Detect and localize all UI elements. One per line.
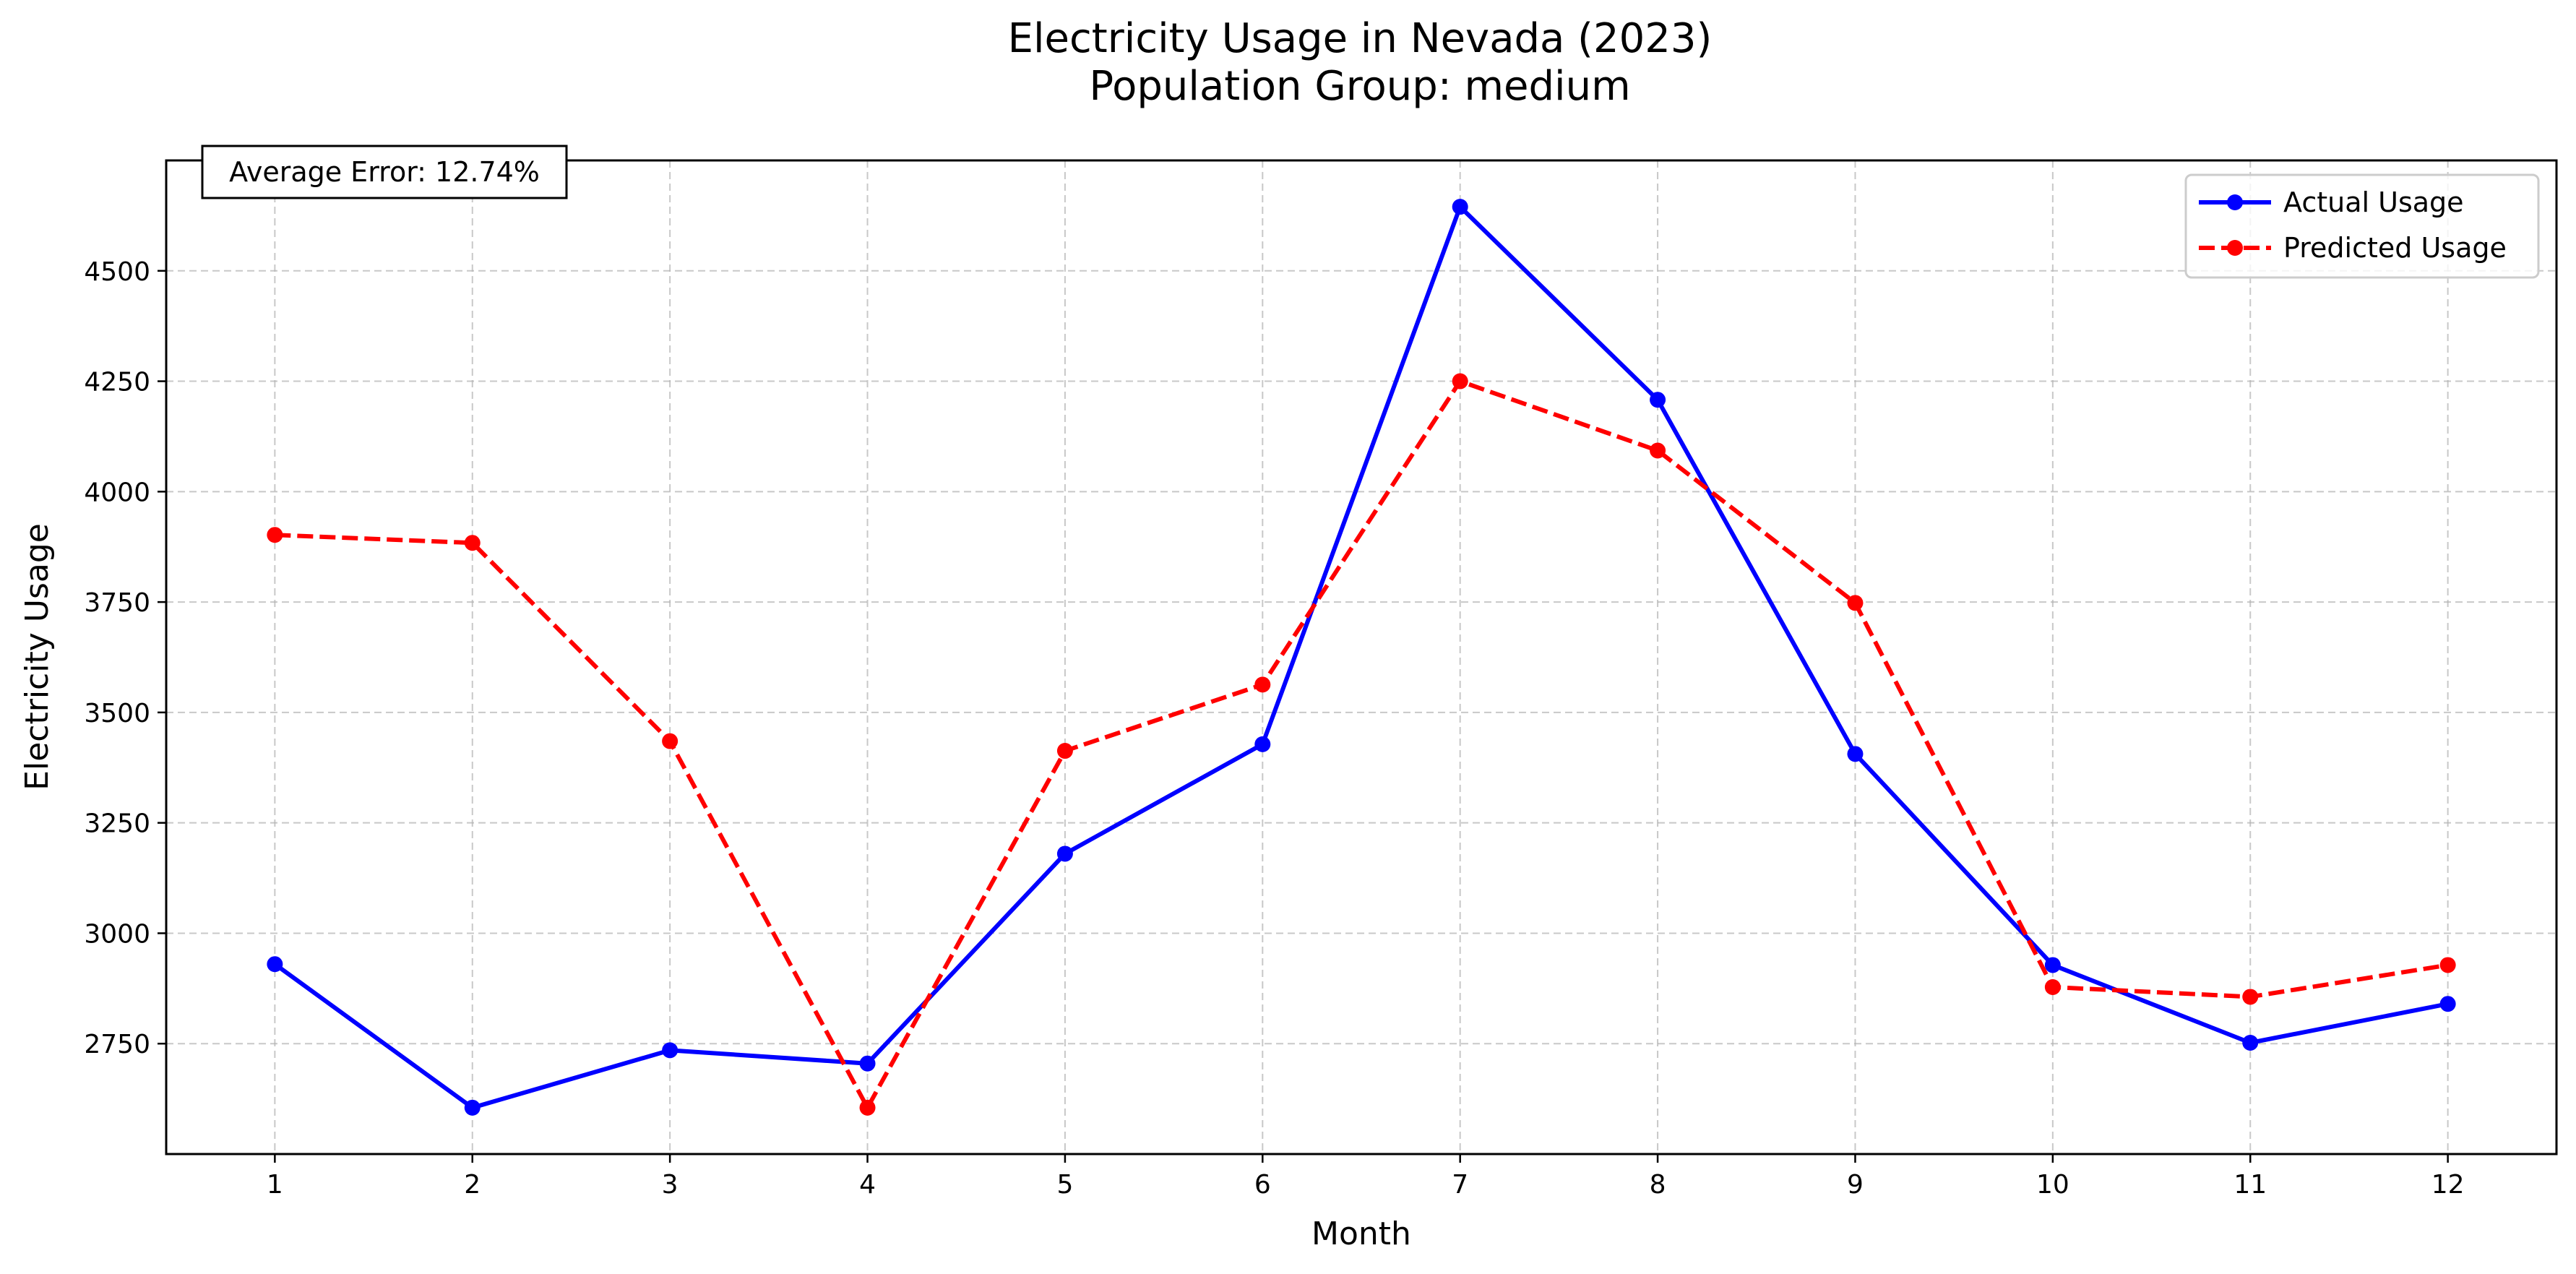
data-point-1 (267, 527, 283, 543)
data-point-1 (1452, 373, 1468, 389)
x-tick-label: 3 (662, 1170, 679, 1200)
y-tick-label: 4000 (84, 478, 150, 507)
x-tick-label: 6 (1254, 1170, 1271, 1200)
data-point-0 (1254, 736, 1271, 752)
data-point-1 (662, 733, 679, 749)
data-point-1 (1650, 442, 1666, 459)
y-tick-label: 2750 (84, 1030, 150, 1059)
data-point-1 (2044, 979, 2061, 995)
chart-subtitle: Population Group: medium (1089, 63, 1630, 110)
data-point-0 (1650, 392, 1666, 408)
x-tick-label: 4 (859, 1170, 876, 1200)
annotation-frame (201, 145, 568, 199)
data-point-0 (662, 1042, 679, 1059)
data-point-0 (859, 1055, 876, 1072)
average-error-annotation: Average Error: 12.74% (229, 156, 540, 188)
data-point-0 (2242, 1035, 2259, 1051)
y-tick-label: 3750 (84, 588, 150, 618)
x-axis-label: Month (1311, 1215, 1411, 1252)
data-point-1 (2439, 957, 2456, 973)
data-point-0 (267, 956, 283, 973)
y-tick-label: 3500 (84, 699, 150, 728)
data-point-1 (859, 1099, 876, 1116)
x-tick-label: 2 (464, 1170, 481, 1200)
x-tick-label: 7 (1452, 1170, 1468, 1200)
legend-marker-predicted (2227, 240, 2243, 256)
x-tick-label: 10 (2036, 1170, 2069, 1200)
x-tick-label: 11 (2233, 1170, 2267, 1200)
chart-title: Electricity Usage in Nevada (2023) (1008, 15, 1713, 62)
data-point-0 (1452, 199, 1468, 215)
x-tick-label: 1 (267, 1170, 283, 1200)
legend-frame (2184, 173, 2540, 279)
x-tick-label: 9 (1847, 1170, 1864, 1200)
y-tick-label: 3000 (84, 919, 150, 949)
x-tick-label: 5 (1056, 1170, 1073, 1200)
y-tick-label: 4250 (84, 368, 150, 397)
data-point-1 (464, 535, 481, 551)
data-point-0 (464, 1099, 481, 1116)
data-point-1 (1056, 743, 1073, 759)
data-point-1 (2242, 989, 2259, 1005)
legend-label-predicted: Predicted Usage (2283, 232, 2507, 264)
legend-label-actual: Actual Usage (2283, 186, 2464, 218)
x-tick-label: 8 (1650, 1170, 1666, 1200)
series-line-0 (273, 205, 2449, 1110)
y-axis-label: Electricity Usage (19, 523, 56, 791)
legend-marker-actual (2227, 194, 2243, 210)
y-tick-label: 3250 (84, 809, 150, 839)
x-tick-label: 12 (2431, 1170, 2465, 1200)
y-tick-label: 4500 (84, 257, 150, 287)
data-point-0 (2439, 996, 2456, 1012)
legend: Actual Usage Predicted Usage (2184, 173, 2540, 279)
data-point-1 (1847, 595, 1864, 611)
series-line-1 (275, 379, 2449, 1110)
axis-ticks: 1 2 3 4 5 6 7 8 9 10 11 122750300032503500375040004… (84, 257, 2464, 1200)
annotation-box: Average Error: 12.74% (201, 145, 568, 199)
grid-lines (166, 160, 2556, 1154)
data-point-0 (1847, 746, 1864, 762)
series-layer (267, 199, 2456, 1116)
data-point-0 (2044, 957, 2061, 973)
data-point-1 (1254, 676, 1271, 693)
plot-frame (165, 159, 2558, 1155)
data-point-0 (1056, 845, 1073, 862)
